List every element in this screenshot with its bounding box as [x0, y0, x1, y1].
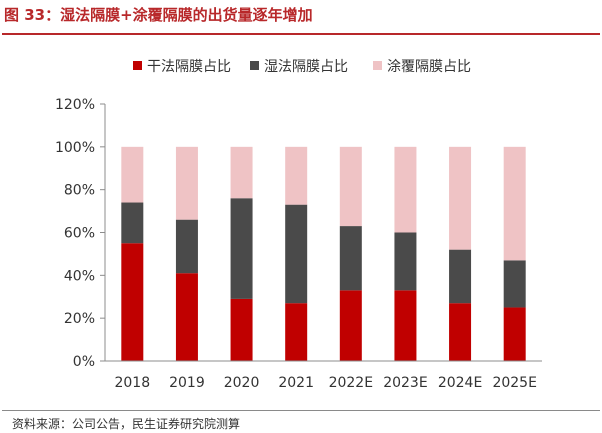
- y-tick-label: 120%: [55, 97, 95, 113]
- y-tick-label: 100%: [55, 140, 95, 156]
- bar-segment-coated-2022E: [339, 146, 362, 227]
- x-tick-label: 2025E: [492, 375, 536, 391]
- x-tick-label: 2020: [224, 375, 260, 391]
- figure-title: 图 33：湿法隔膜+涂覆隔膜的出货量逐年增加: [4, 6, 313, 24]
- bar-segment-dry-2021: [285, 303, 308, 361]
- bar-segment-coated-2020: [230, 146, 253, 199]
- legend-swatch: [133, 61, 142, 70]
- bar-segment-coated-2025E: [503, 146, 526, 261]
- legend-label: 干法隔膜占比: [147, 59, 231, 75]
- bar-segment-coated-2023E: [394, 146, 417, 233]
- legend-label: 湿法隔膜占比: [264, 59, 348, 75]
- legend-label: 涂覆隔膜占比: [387, 59, 471, 75]
- bar-segment-dry-2025E: [503, 307, 526, 361]
- y-tick-label: 80%: [64, 183, 95, 199]
- y-tick-label: 20%: [64, 311, 95, 327]
- bar-segment-coated-2019: [175, 146, 198, 220]
- y-tick-label: 40%: [64, 268, 95, 284]
- bar-segment-wet-2023E: [394, 232, 417, 291]
- bar-segment-coated-2018: [121, 146, 144, 203]
- bar-segment-wet-2024E: [449, 249, 472, 304]
- chart-legend: 干法隔膜占比 湿法隔膜占比 涂覆隔膜占比: [133, 59, 471, 75]
- source-note: 资料来源：公司公告，民生证券研究院测算: [12, 417, 241, 431]
- bar-segment-dry-2022E: [339, 290, 362, 361]
- x-axis: 2018 2019 2020 2021 2022E 2023E 2024E 2025E: [105, 360, 542, 391]
- bar-segment-dry-2019: [175, 273, 198, 361]
- x-tick-label: 2018: [114, 375, 150, 391]
- x-tick-label: 2021: [278, 375, 314, 391]
- bar-segment-coated-2024E: [449, 146, 472, 250]
- y-tick-label: 60%: [64, 226, 95, 242]
- y-axis: 0% 20% 40% 60% 80% 100% 120%: [55, 97, 106, 370]
- bar-segment-dry-2024E: [449, 303, 472, 361]
- bar-segment-wet-2018: [121, 202, 144, 244]
- title-divider: [2, 33, 600, 35]
- bar-segment-dry-2018: [121, 243, 144, 361]
- bar-segment-wet-2020: [230, 198, 253, 299]
- legend-swatch: [250, 61, 259, 70]
- bar-segment-wet-2025E: [503, 260, 526, 308]
- bar-segment-coated-2021: [285, 146, 308, 205]
- bar-segment-dry-2023E: [394, 290, 417, 361]
- x-tick-label: 2022E: [329, 375, 373, 391]
- footer-divider: [2, 410, 600, 411]
- x-tick-label: 2019: [169, 375, 205, 391]
- y-tick-label: 0%: [73, 354, 95, 370]
- x-tick-label: 2023E: [383, 375, 427, 391]
- stacked-bar-chart: 干法隔膜占比 湿法隔膜占比 涂覆隔膜占比 0% 20% 40% 60% 80% 100% 120…: [55, 59, 542, 391]
- bar-segment-wet-2022E: [339, 226, 362, 291]
- bars: [121, 146, 526, 361]
- bar-segment-wet-2019: [175, 219, 198, 274]
- x-tick-label: 2024E: [438, 375, 482, 391]
- legend-swatch: [373, 61, 382, 70]
- bar-segment-wet-2021: [285, 204, 308, 304]
- bar-segment-dry-2020: [230, 298, 253, 361]
